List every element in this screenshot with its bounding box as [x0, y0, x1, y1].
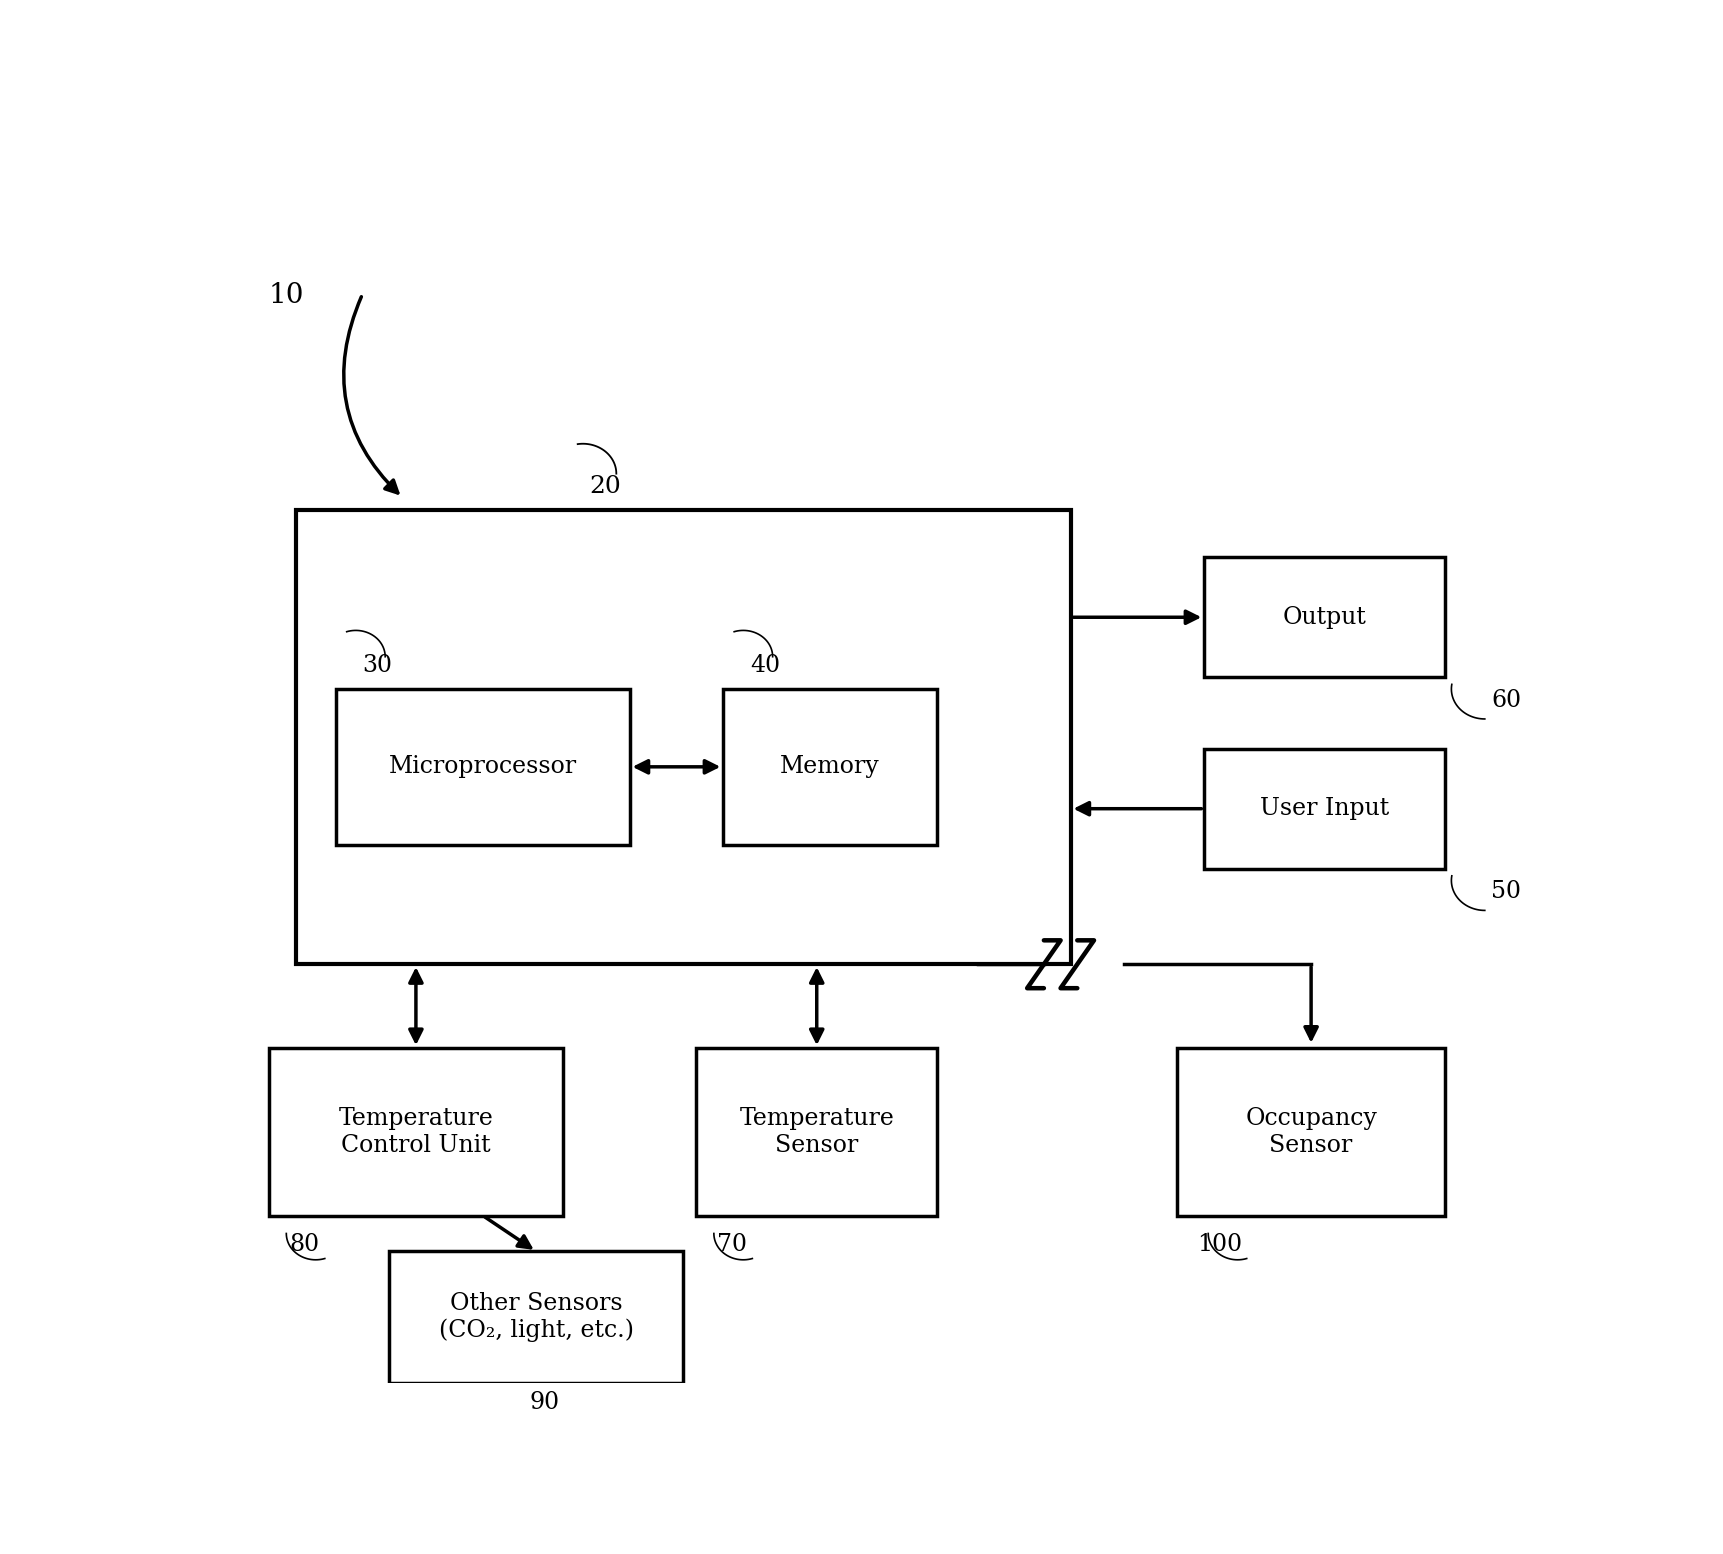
Text: 90: 90 — [529, 1391, 560, 1414]
FancyBboxPatch shape — [724, 688, 937, 845]
Text: 100: 100 — [1197, 1234, 1242, 1257]
FancyBboxPatch shape — [389, 1251, 682, 1383]
FancyBboxPatch shape — [696, 1047, 937, 1215]
FancyBboxPatch shape — [1204, 749, 1444, 869]
Text: Temperature
Sensor: Temperature Sensor — [739, 1106, 894, 1156]
Text: 50: 50 — [1490, 881, 1521, 903]
Text: 80: 80 — [289, 1234, 319, 1257]
Text: 60: 60 — [1490, 688, 1521, 712]
FancyBboxPatch shape — [336, 688, 629, 845]
Text: Microprocessor: Microprocessor — [388, 755, 577, 779]
Text: 10: 10 — [269, 283, 305, 309]
FancyBboxPatch shape — [1204, 558, 1444, 678]
Text: Output: Output — [1282, 606, 1366, 629]
Text: User Input: User Input — [1260, 797, 1389, 821]
Text: 30: 30 — [362, 654, 393, 678]
Text: 70: 70 — [717, 1234, 746, 1257]
Text: 40: 40 — [750, 654, 779, 678]
FancyBboxPatch shape — [296, 510, 1070, 963]
Text: 20: 20 — [589, 474, 620, 497]
Text: Other Sensors
(CO₂, light, etc.): Other Sensors (CO₂, light, etc.) — [438, 1291, 634, 1343]
FancyBboxPatch shape — [1177, 1047, 1444, 1215]
Text: Occupancy
Sensor: Occupancy Sensor — [1244, 1106, 1377, 1156]
Text: Temperature
Control Unit: Temperature Control Unit — [338, 1106, 493, 1156]
Text: Memory: Memory — [781, 755, 879, 779]
FancyBboxPatch shape — [269, 1047, 562, 1215]
